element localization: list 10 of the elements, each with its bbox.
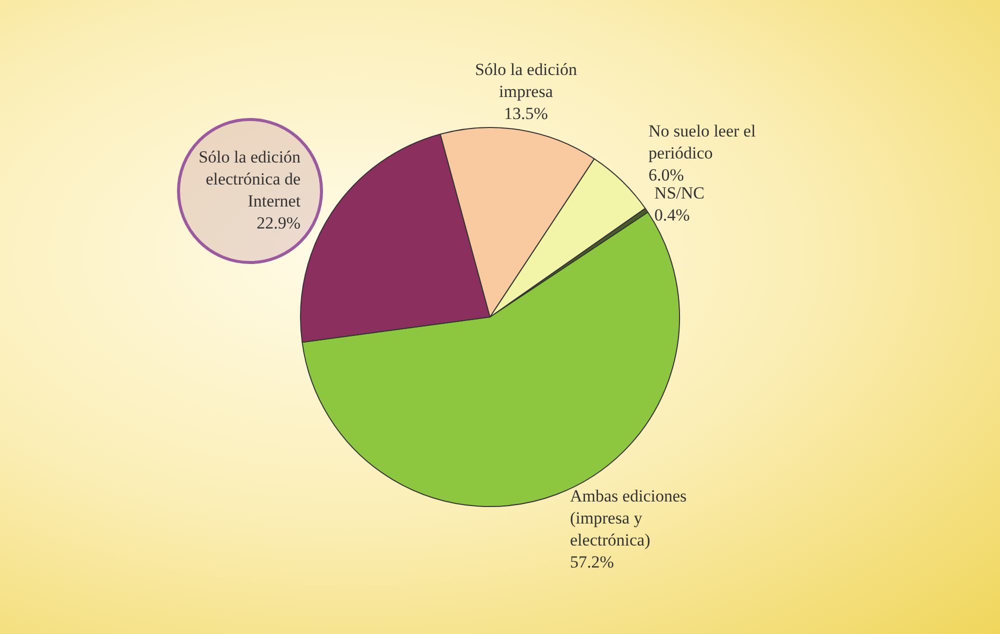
data-label: 0.4% [654, 205, 690, 224]
data-label: 6.0% [648, 165, 684, 184]
slice-label: Sólo la edición electrónica de Internet [198, 148, 302, 211]
slice-label: NS/NC [654, 183, 704, 202]
slice-label: Ambas ediciones (impresa y electrónica) [570, 486, 687, 550]
slice-label: No suelo leer el periódico [648, 121, 756, 162]
slice-label: Sólo la edición impresa [474, 60, 578, 101]
data-label: 22.9% [256, 214, 301, 233]
data-label: 57.2% [570, 552, 614, 572]
data-label: 13.5% [504, 104, 548, 123]
